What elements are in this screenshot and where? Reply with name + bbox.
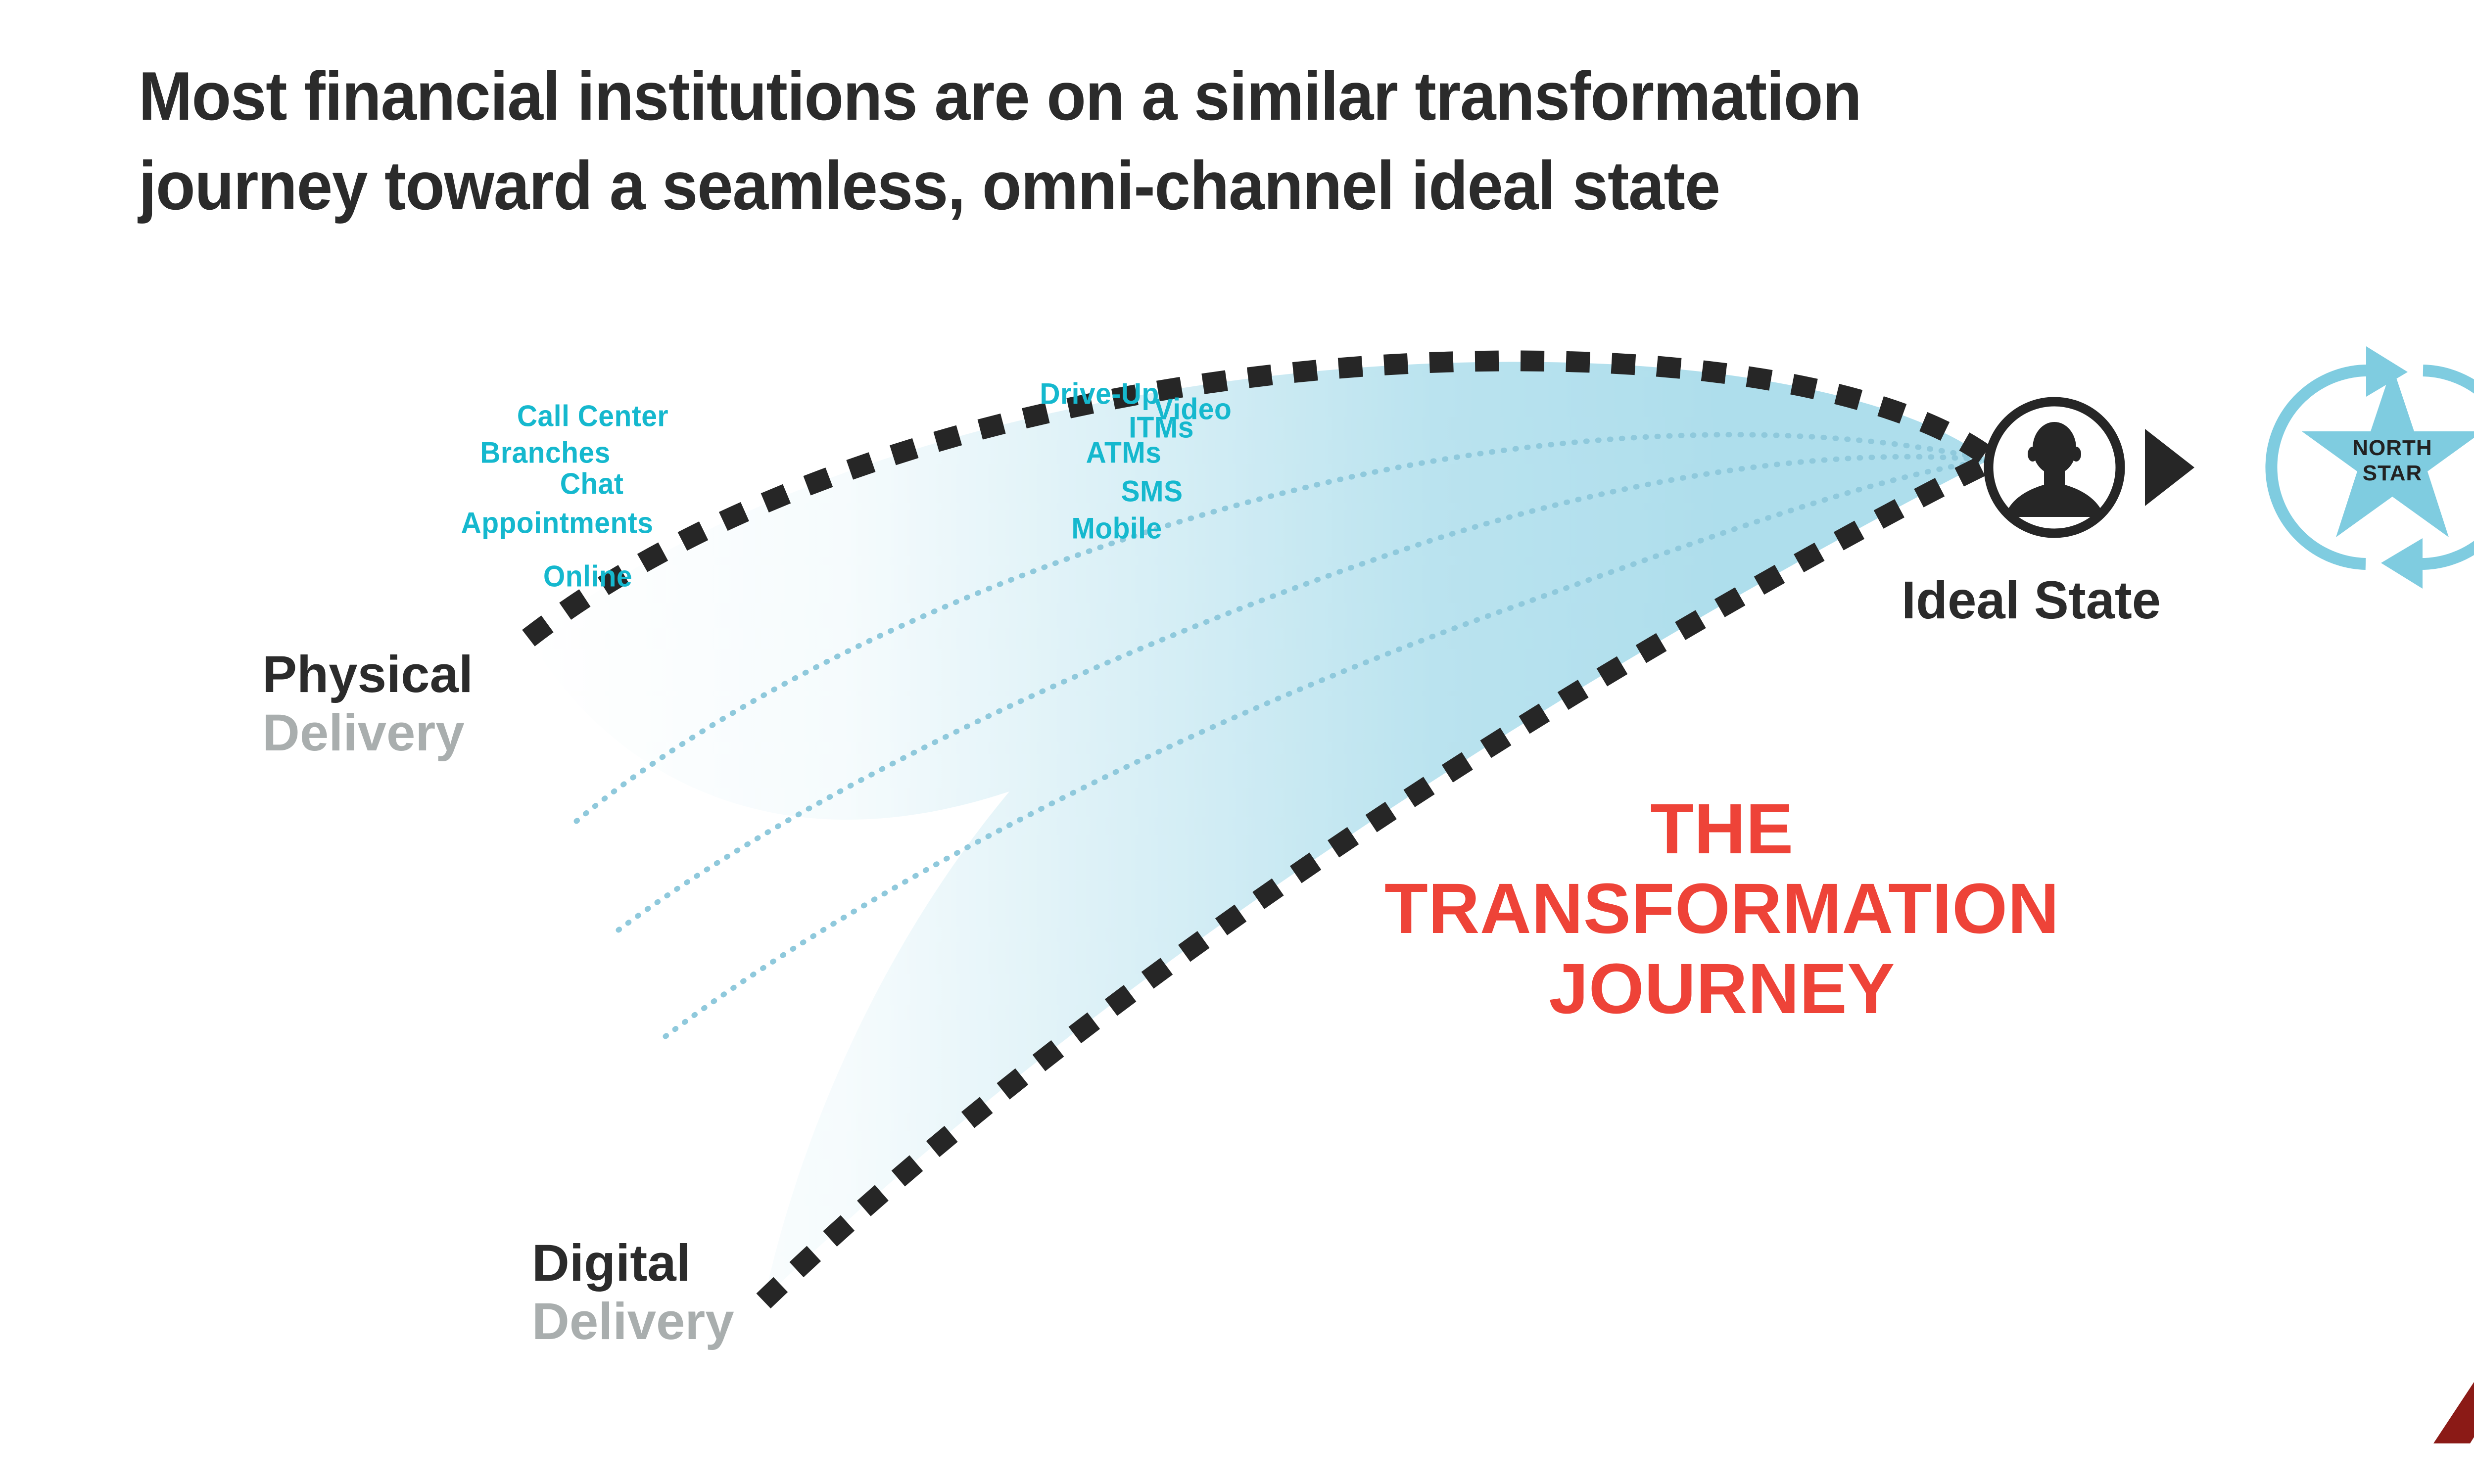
channel-label: Chat — [560, 467, 624, 501]
cycle-arc-bottom — [2418, 365, 2474, 570]
logo-left-main — [2433, 1382, 2474, 1443]
axis-label-physical: Physical Delivery — [262, 646, 473, 762]
cycle-arrow-head-top — [2366, 346, 2408, 397]
channel-label: SMS — [1121, 474, 1183, 508]
cycle-arrow-head-bottom — [2381, 538, 2423, 589]
north-star-badge — [2265, 346, 2474, 589]
channel-label: Online — [543, 559, 633, 593]
ideal-state-icon-group — [1984, 397, 2125, 538]
channel-label: Drive-Up — [1040, 377, 1159, 411]
person-icon-ear-left — [2028, 447, 2038, 462]
axis-digital-line2: Delivery — [532, 1292, 734, 1350]
axis-label-digital: Digital Delivery — [532, 1234, 734, 1350]
physical-boundary-curve — [522, 350, 1998, 647]
page-title: Most financial institutions are on a sim… — [139, 58, 1862, 224]
axis-digital-line1: Digital — [532, 1234, 691, 1292]
ideal-state-label: Ideal State — [1902, 570, 2161, 630]
chevron-logo — [2433, 1382, 2474, 1443]
channel-guide-curve-2 — [616, 454, 1988, 933]
channel-guide-curve-1 — [573, 432, 1987, 824]
axis-physical-line1: Physical — [262, 646, 474, 703]
play-arrow-icon — [2145, 429, 2194, 506]
channel-label: ITMs — [1129, 411, 1194, 444]
digital-boundary-curve — [756, 451, 1998, 1309]
fan-shaded-region — [529, 362, 1989, 1298]
person-icon-head — [2033, 422, 2076, 474]
channel-label: Mobile — [1071, 511, 1162, 545]
person-icon-body — [2005, 469, 2104, 517]
star-icon — [2302, 366, 2474, 537]
channel-label: ATMs — [1086, 436, 1162, 469]
north-star-line2: STAR — [2362, 461, 2423, 486]
channel-label: Appointments — [461, 506, 654, 540]
channel-label: Branches — [480, 436, 611, 469]
channel-label: Call Center — [517, 399, 669, 433]
channel-guide-curve-3 — [663, 458, 1989, 1039]
cycle-arc-top — [2265, 364, 2371, 570]
channel-label: Video — [1154, 392, 1232, 426]
axis-physical-line2: Delivery — [262, 703, 465, 762]
transformation-journey-headline: THE TRANSFORMATION JOURNEY — [1384, 789, 2060, 1028]
north-star-line1: NORTH — [2352, 436, 2432, 460]
person-icon-ear-right — [2071, 447, 2081, 462]
north-star-label: NORTH STAR — [2326, 435, 2459, 486]
